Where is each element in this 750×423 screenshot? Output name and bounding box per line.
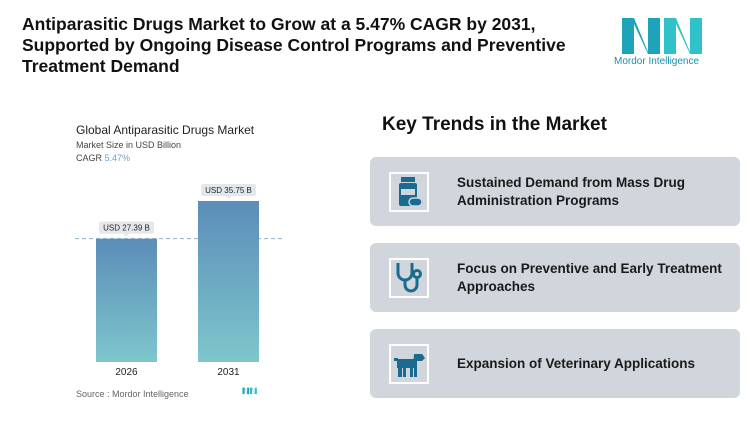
bar-chart: USD 27.39 B 2026 USD 35.75 B 2031	[75, 184, 282, 378]
logo-text: Mordor Intelligence	[614, 56, 700, 67]
dog-icon	[389, 344, 429, 384]
cagr: CAGR 5.47%	[76, 153, 130, 163]
mordor-logo	[622, 18, 702, 54]
trend-label: Expansion of Veterinary Applications	[457, 355, 696, 371]
trend-label: Focus on Preventive and Early Treatment …	[457, 260, 722, 294]
chart-subtitle: Market Size in USD Billion	[76, 140, 182, 150]
data-label-pointer	[123, 233, 130, 237]
data-label-bg	[99, 221, 154, 234]
chart-title: Global Antiparasitic Drugs Market	[76, 123, 255, 137]
trend-label: Sustained Demand from Mass Drug Administ…	[457, 174, 686, 208]
data-label: USD 27.39 B	[103, 224, 150, 233]
bar	[96, 238, 157, 362]
data-label: USD 35.75 B	[205, 186, 252, 195]
x-tick-label: 2026	[115, 367, 138, 378]
pill-bottle-icon	[389, 172, 429, 212]
chart-source: Source : Mordor Intelligence	[76, 389, 189, 399]
trend-card: Sustained Demand from Mass Drug Administ…	[370, 157, 740, 226]
key-trends-heading: Key Trends in the Market	[382, 114, 607, 135]
stethoscope-icon	[389, 258, 429, 298]
data-label-bg	[201, 184, 256, 196]
data-label-pointer	[225, 196, 232, 199]
cagr-value: 5.47%	[104, 153, 131, 163]
x-tick-label: 2031	[217, 367, 240, 378]
page-title: Antiparasitic Drugs Market to Grow at a …	[22, 14, 566, 76]
trend-card: Expansion of Veterinary Applications	[370, 329, 740, 398]
source-logo-icon	[242, 387, 257, 395]
trend-card: Focus on Preventive and Early Treatment …	[370, 243, 740, 312]
bar	[198, 201, 259, 362]
cagr-label: CAGR	[76, 153, 103, 163]
